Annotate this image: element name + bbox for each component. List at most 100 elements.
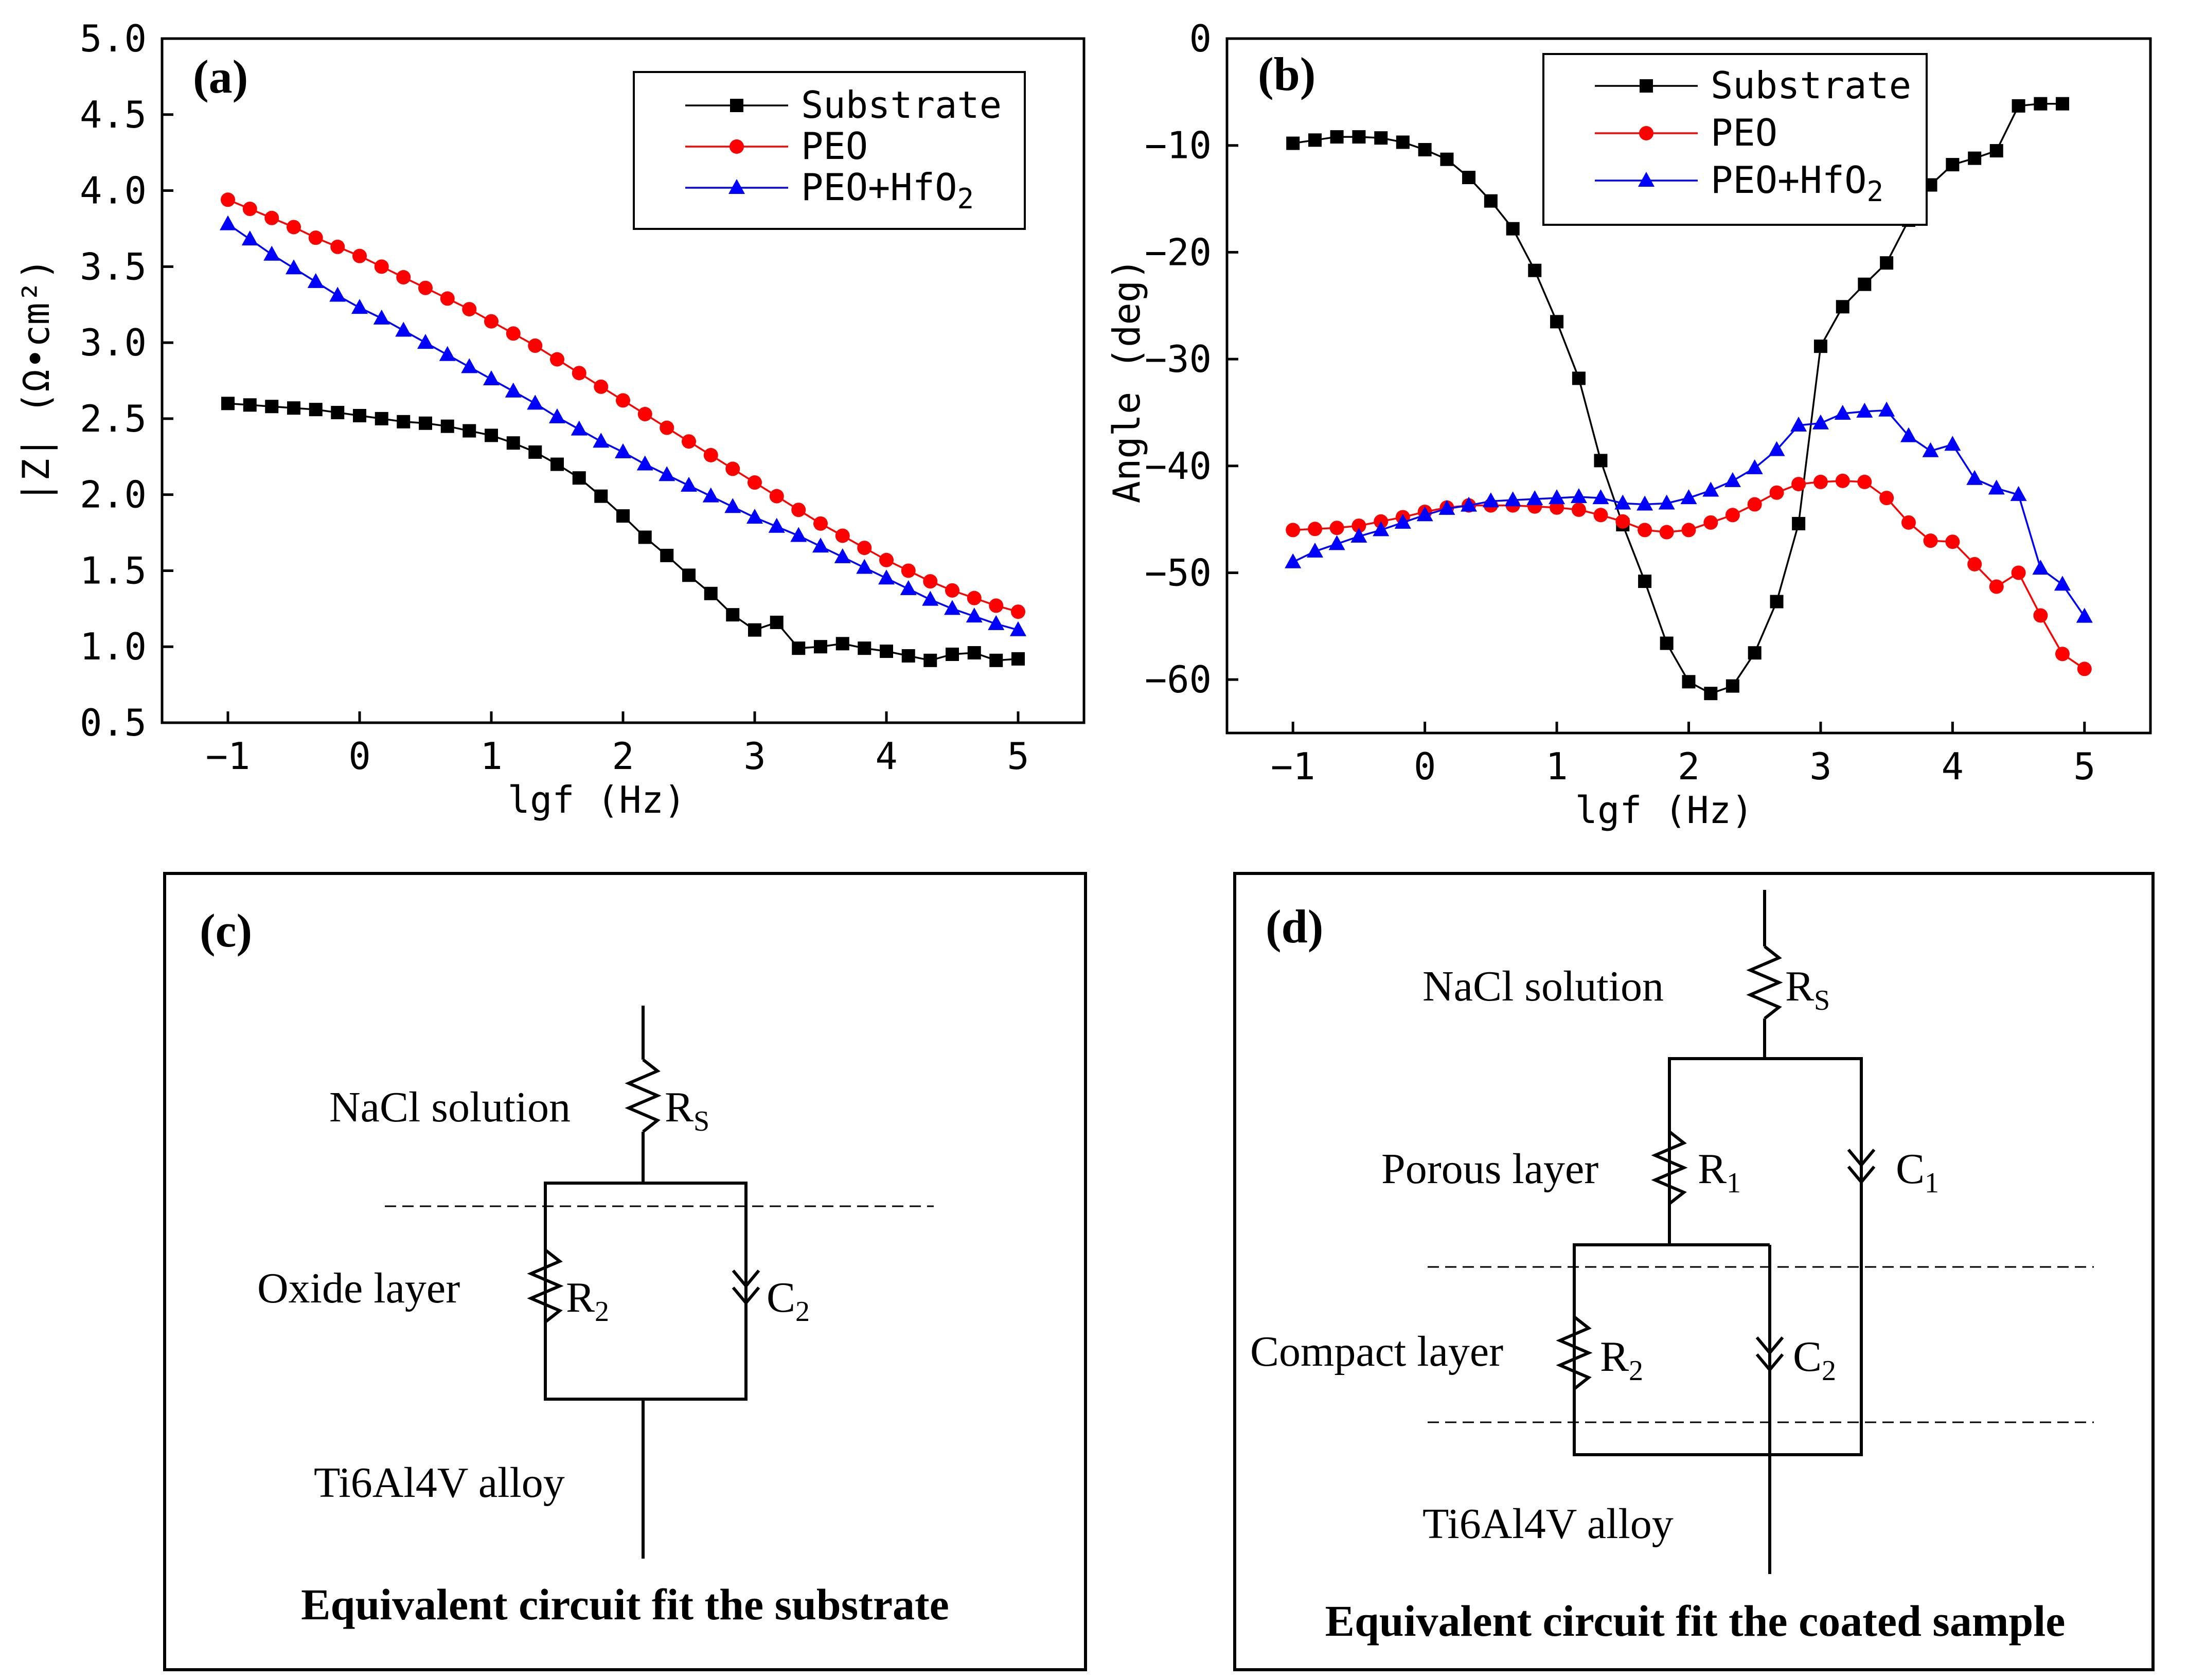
data-point-peo-hfo2 xyxy=(1658,494,1675,510)
data-point-peo xyxy=(923,574,938,589)
data-point-substrate xyxy=(1506,222,1520,236)
data-point-peo xyxy=(2077,662,2092,676)
data-point-substrate xyxy=(1550,315,1564,329)
data-point-substrate xyxy=(1748,646,1762,660)
outer-branch-d xyxy=(1573,1057,1863,1456)
x-tick-label: 4 xyxy=(1942,745,1964,788)
data-point-peo xyxy=(1308,522,1323,537)
data-point-peo-hfo2 xyxy=(307,273,324,288)
label-nacl-solution-c: NaCl solution xyxy=(329,1083,571,1131)
data-point-peo-hfo2 xyxy=(1526,490,1543,506)
x-tick-label: 5 xyxy=(2073,745,2095,788)
data-point-substrate xyxy=(1660,636,1674,650)
label-r1-d: R1 xyxy=(1698,1145,1741,1199)
data-point-peo-hfo2 xyxy=(1878,401,1895,417)
data-point-substrate xyxy=(440,419,454,433)
data-point-peo xyxy=(418,280,433,295)
equivalent-circuit-coated: (d) NaCl solution RS Porous layer R1 C1 … xyxy=(1233,872,2155,1671)
data-point-peo-hfo2 xyxy=(636,455,653,471)
data-point-substrate xyxy=(923,653,937,667)
y-tick-label: 4.5 xyxy=(80,93,147,136)
data-point-peo xyxy=(1351,519,1366,533)
data-point-peo xyxy=(660,420,674,435)
data-point-peo xyxy=(594,379,609,394)
data-point-peo xyxy=(2033,608,2048,623)
data-point-substrate xyxy=(1352,130,1366,144)
data-point-peo-hfo2 xyxy=(1328,535,1345,550)
data-point-peo-hfo2 xyxy=(2032,560,2049,575)
legend-box-b xyxy=(1542,53,1928,226)
data-point-peo-hfo2 xyxy=(790,527,807,542)
y-tick-label: 3.5 xyxy=(80,245,147,288)
panel-label-a: (a) xyxy=(193,50,248,103)
data-point-peo xyxy=(1901,515,1916,530)
data-point-substrate xyxy=(1726,679,1739,693)
data-point-peo-hfo2 xyxy=(702,487,719,503)
data-point-peo xyxy=(748,475,762,490)
data-point-substrate xyxy=(353,408,366,422)
data-point-peo-hfo2 xyxy=(263,245,280,261)
data-point-peo-hfo2 xyxy=(900,580,917,595)
data-point-substrate xyxy=(1989,144,2003,158)
x-tick-label: 1 xyxy=(1545,745,1568,788)
y-tick-label: −40 xyxy=(1145,444,1212,488)
data-point-peo xyxy=(769,489,784,504)
data-point-peo-hfo2 xyxy=(1504,491,1521,507)
data-point-substrate xyxy=(770,615,784,629)
series-line-peo-hfo2 xyxy=(227,223,1019,631)
data-point-substrate xyxy=(748,623,761,637)
x-tick-label: −1 xyxy=(1271,745,1315,788)
data-point-substrate xyxy=(331,406,345,420)
data-point-substrate xyxy=(1286,136,1300,150)
legend-marker-peo xyxy=(730,139,744,154)
data-point-peo-hfo2 xyxy=(812,538,829,553)
data-point-peo-hfo2 xyxy=(1373,521,1390,537)
capacitor-c2-d xyxy=(1755,1336,1784,1372)
data-point-peo xyxy=(1857,474,1872,489)
data-point-peo xyxy=(1659,525,1674,540)
y-tick-label: 5.0 xyxy=(80,17,147,60)
data-point-peo xyxy=(287,220,301,235)
data-point-substrate xyxy=(572,471,586,485)
data-point-substrate xyxy=(309,403,323,417)
data-point-peo-hfo2 xyxy=(1614,494,1631,510)
panel-label-c: (c) xyxy=(200,904,252,957)
data-point-peo-hfo2 xyxy=(1746,459,1763,474)
legend-box-a xyxy=(633,71,1026,230)
label-nacl-solution-d: NaCl solution xyxy=(1422,962,1664,1010)
data-point-peo xyxy=(484,314,499,329)
data-point-peo-hfo2 xyxy=(1768,441,1785,456)
legend-label-peo-hfo2: PEO+HfO2 xyxy=(801,166,974,215)
data-point-substrate xyxy=(792,641,806,655)
data-point-peo xyxy=(528,338,543,353)
x-ticks-b: −1 0 1 2 3 4 5 xyxy=(1271,722,2095,788)
caption-d: Equivalent circuit fit the coated sample xyxy=(1325,1596,2066,1646)
data-point-peo xyxy=(1989,579,2004,594)
x-tick-label: 2 xyxy=(612,735,634,778)
y-ticks-a: 0.5 1.0 1.5 2.0 2.5 3.0 3.5 4.0 4.5 5.0 xyxy=(80,17,173,744)
label-rs-d: RS xyxy=(1785,962,1830,1016)
data-point-peo xyxy=(352,248,367,263)
data-point-peo xyxy=(637,407,652,422)
x-tick-label: 1 xyxy=(480,735,502,778)
data-point-peo-hfo2 xyxy=(1944,436,1961,451)
data-point-substrate xyxy=(1836,300,1849,314)
y-tick-label: −10 xyxy=(1145,124,1212,167)
data-point-substrate xyxy=(967,646,981,660)
data-point-substrate xyxy=(616,509,630,523)
y-tick-label: 1.5 xyxy=(80,549,147,592)
x-tick-label: 4 xyxy=(875,735,897,778)
data-point-peo-hfo2 xyxy=(944,600,960,615)
data-point-peo xyxy=(1703,515,1718,530)
data-point-peo xyxy=(1593,508,1608,523)
data-point-substrate xyxy=(835,637,849,651)
data-point-substrate xyxy=(682,568,696,582)
resistor-rs-c xyxy=(625,1058,662,1133)
x-tick-label: 5 xyxy=(1007,735,1029,778)
label-rs-c: RS xyxy=(665,1083,709,1137)
equivalent-circuit-substrate: (c) NaCl solution RS Oxide layer R2 C2 T… xyxy=(163,872,1087,1671)
data-point-peo-hfo2 xyxy=(1394,513,1411,529)
data-point-substrate xyxy=(638,530,652,544)
legend-marker-substrate xyxy=(1640,79,1653,93)
